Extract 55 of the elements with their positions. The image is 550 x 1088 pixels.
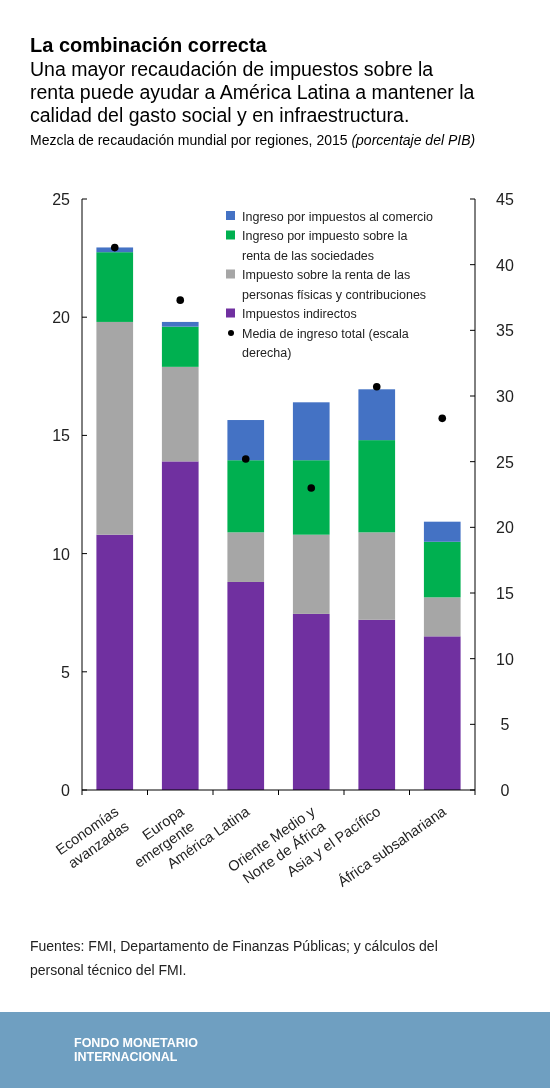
- point: [307, 484, 316, 492]
- y2-tick-label: 10: [496, 650, 514, 668]
- bar: [161, 326, 199, 367]
- source-note: Fuentes: FMI, Departamento de Finanzas Públicas; y cálculos del personal técnico del FMI.: [30, 938, 438, 978]
- bar: [423, 597, 461, 637]
- point: [438, 414, 447, 423]
- y2-tick-label: 15: [496, 585, 514, 602]
- bar: [292, 613, 330, 790]
- chart-title: La combinación correcta: [30, 34, 268, 56]
- y-tick-label: 10: [52, 545, 71, 563]
- legend-label: Ingreso por impuestos al comercio: [242, 209, 434, 224]
- y-tick-label: 5: [61, 663, 71, 681]
- bar: [161, 321, 199, 327]
- bar: [227, 532, 265, 582]
- point: [110, 243, 119, 252]
- bar: [227, 460, 265, 533]
- y2-tick-label: 35: [496, 322, 514, 340]
- point: [372, 383, 381, 391]
- bar: [358, 440, 396, 533]
- bar: [423, 521, 461, 542]
- bar: [96, 321, 134, 535]
- y2-tick-label: 25: [496, 453, 514, 471]
- legend-label: Impuesto sobre la renta de las personas físicas y contribuciones: [242, 268, 427, 302]
- point: [241, 455, 250, 463]
- bar: [161, 366, 199, 462]
- y-tick-label: 20: [52, 309, 71, 327]
- legend-label: Media de ingreso total (escala derecha): [242, 326, 409, 360]
- y2-tick-label: 5: [500, 716, 510, 734]
- bar: [292, 534, 330, 614]
- y2-tick-label: 0: [500, 782, 510, 799]
- bar: [227, 581, 265, 790]
- y2-tick-label: 30: [496, 388, 514, 405]
- bar: [96, 252, 134, 322]
- y2-tick-label: 40: [496, 256, 514, 274]
- bar: [423, 541, 461, 598]
- chart-subtitle: Una mayor recaudación de impuestos sobre la renta puede ayudar a América Latina a mantener la calidad del gasto social y en infraestructura.: [30, 58, 475, 126]
- y-tick-label: 15: [52, 427, 71, 445]
- y2-tick-label: 20: [496, 519, 514, 537]
- point: [176, 296, 185, 304]
- bar: [227, 420, 265, 461]
- y-tick-label: 25: [52, 191, 71, 208]
- y-tick-label: 0: [61, 782, 71, 799]
- bar: [358, 619, 396, 790]
- text: Mezcla de recaudación mundial por regiones, 2015 (porcentaje del PIB): [30, 132, 476, 148]
- bar: [358, 389, 396, 441]
- bar: [161, 461, 199, 790]
- text: FONDO MONETARIO INTERNACIONAL: [74, 1036, 199, 1064]
- bar: [423, 636, 461, 790]
- y2-tick-label: 45: [496, 191, 514, 208]
- bar: [292, 402, 330, 461]
- legend-label: Impuestos indirectos: [242, 307, 357, 321]
- bar: [358, 532, 396, 620]
- bar: [96, 534, 134, 790]
- legend-label: Ingreso por impuesto sobre la renta de las sociedades: [242, 229, 408, 263]
- bar: [292, 460, 330, 535]
